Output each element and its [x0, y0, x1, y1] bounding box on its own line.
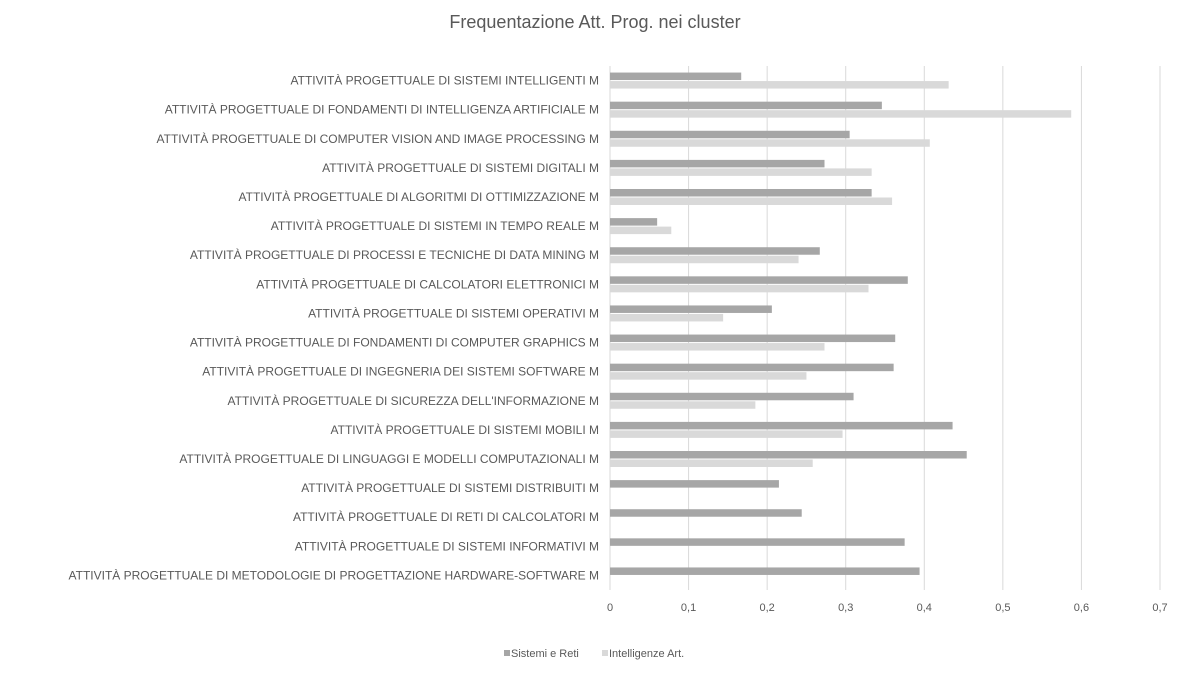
bar-sistemi-e-reti [610, 276, 908, 284]
bar-intelligenze-art [610, 372, 807, 380]
category-label: ATTIVITÀ PROGETTUALE DI SISTEMI IN TEMPO… [271, 218, 599, 233]
bar-sistemi-e-reti [610, 130, 850, 139]
category-label: ATTIVITÀ PROGETTUALE DI CALCOLATORI ELET… [256, 276, 599, 291]
legend-label: Sistemi e Reti [511, 648, 579, 660]
bar-sistemi-e-reti [610, 247, 820, 255]
bar-sistemi-e-reti [610, 421, 953, 430]
category-label: ATTIVITÀ PROGETTUALE DI FONDAMENTI DI IN… [165, 102, 599, 117]
chart-title: Frequentazione Att. Prog. nei cluster [449, 12, 740, 32]
category-label: ATTIVITÀ PROGETTUALE DI METODOLOGIE DI P… [69, 567, 599, 582]
bar-intelligenze-art [610, 110, 1072, 118]
category-label: ATTIVITÀ PROGETTUALE DI SISTEMI OPERATIV… [308, 305, 599, 320]
category-label: ATTIVITÀ PROGETTUALE DI COMPUTER VISION … [157, 131, 600, 146]
bar-sistemi-e-reti [610, 218, 658, 226]
bar-sistemi-e-reti [610, 72, 742, 81]
bar-sistemi-e-reti [610, 189, 872, 197]
bar-sistemi-e-reti [610, 334, 896, 343]
bar-sistemi-e-reti [610, 159, 825, 168]
bar-intelligenze-art [610, 284, 869, 293]
legend-label: Intelligenze Art. [609, 648, 684, 660]
bar-sistemi-e-reti [610, 480, 779, 488]
category-label: ATTIVITÀ PROGETTUALE DI ALGORITMI DI OTT… [239, 189, 599, 204]
bar-intelligenze-art [610, 81, 949, 89]
bar-sistemi-e-reti [610, 538, 905, 546]
category-label: ATTIVITÀ PROGETTUALE DI LINGUAGGI E MODE… [179, 451, 599, 466]
x-tick-label: 0,3 [838, 602, 853, 614]
bars [610, 72, 1072, 575]
bar-sistemi-e-reti [610, 392, 854, 401]
bar-sistemi-e-reti [610, 451, 967, 459]
bar-intelligenze-art [610, 226, 672, 235]
x-tick-label: 0,7 [1152, 602, 1167, 614]
x-tick-label: 0,6 [1074, 602, 1089, 614]
x-tick-label: 0,1 [681, 602, 696, 614]
legend-swatch [602, 650, 608, 656]
category-labels: ATTIVITÀ PROGETTUALE DI SISTEMI INTELLIG… [69, 73, 599, 583]
category-label: ATTIVITÀ PROGETTUALE DI PROCESSI E TECNI… [190, 247, 599, 262]
category-label: ATTIVITÀ PROGETTUALE DI INGEGNERIA DEI S… [202, 364, 599, 379]
category-label: ATTIVITÀ PROGETTUALE DI SISTEMI DIGITALI… [322, 160, 599, 175]
category-label: ATTIVITÀ PROGETTUALE DI SISTEMI DISTRIBU… [301, 480, 599, 495]
category-label: ATTIVITÀ PROGETTUALE DI SISTEMI INFORMAT… [295, 538, 599, 553]
bar-intelligenze-art [610, 197, 893, 205]
bar-sistemi-e-reti [610, 567, 920, 575]
category-label: ATTIVITÀ PROGETTUALE DI SISTEMI INTELLIG… [291, 73, 599, 88]
gridlines [609, 66, 1161, 590]
legend-swatch [504, 650, 510, 656]
x-tick-label: 0,4 [917, 602, 932, 614]
x-axis-ticks: 0 0,1 0,2 0,3 0,4 0,5 0,6 0,7 [607, 602, 1168, 614]
category-label: ATTIVITÀ PROGETTUALE DI FONDAMENTI DI CO… [190, 335, 599, 350]
bar-sistemi-e-reti [610, 363, 894, 372]
x-tick-label: 0 [607, 602, 613, 614]
x-tick-label: 0,2 [759, 602, 774, 614]
bar-intelligenze-art [610, 139, 930, 147]
category-label: ATTIVITÀ PROGETTUALE DI RETI DI CALCOLAT… [293, 509, 599, 524]
bar-intelligenze-art [610, 255, 799, 264]
bar-intelligenze-art [610, 168, 872, 176]
legend: Sistemi e Reti Intelligenze Art. [504, 648, 684, 660]
bar-intelligenze-art [610, 459, 813, 467]
bar-sistemi-e-reti [610, 509, 802, 517]
bar-intelligenze-art [610, 430, 843, 438]
x-tick-label: 0,5 [995, 602, 1010, 614]
category-label: ATTIVITÀ PROGETTUALE DI SISTEMI MOBILI M [331, 422, 599, 437]
bar-intelligenze-art [610, 313, 724, 322]
category-label: ATTIVITÀ PROGETTUALE DI SICUREZZA DELL'I… [228, 393, 599, 408]
bar-intelligenze-art [610, 343, 825, 351]
bar-sistemi-e-reti [610, 305, 772, 313]
bar-intelligenze-art [610, 401, 756, 409]
bar-sistemi-e-reti [610, 101, 882, 110]
